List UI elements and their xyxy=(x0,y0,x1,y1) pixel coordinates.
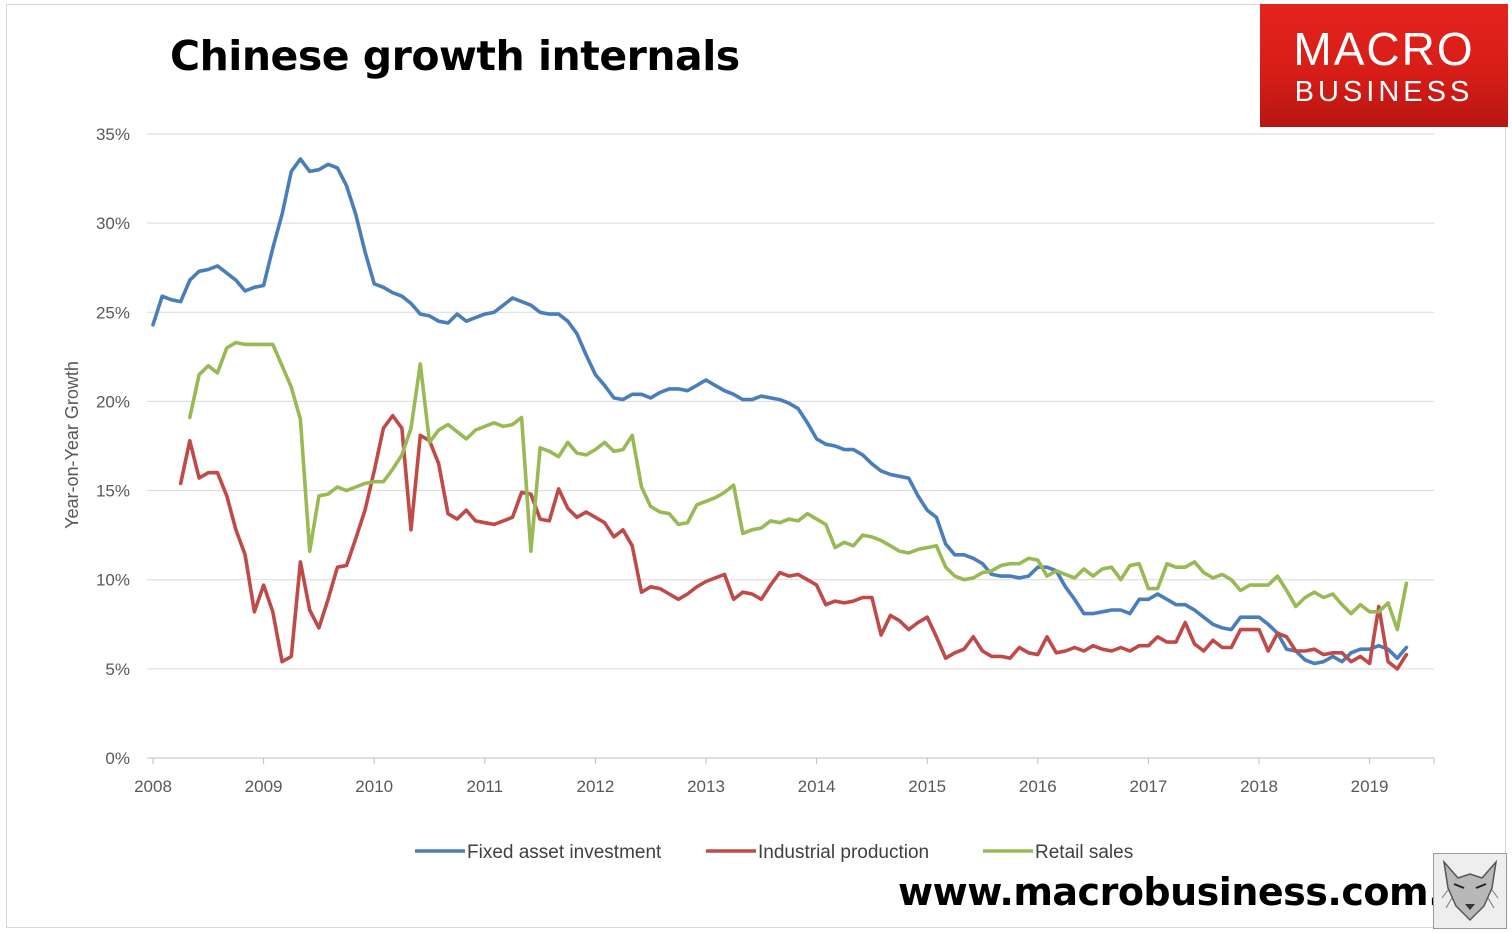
y-tick-label: 0% xyxy=(105,749,130,768)
x-tick-label: 2015 xyxy=(908,777,946,796)
x-tick-label: 2010 xyxy=(355,777,393,796)
series-line-3 xyxy=(188,340,1409,632)
y-axis-ticks: 0% 5% 10% 15% 20% 25% 30% 35% xyxy=(96,125,130,768)
x-tick-label: 2009 xyxy=(245,777,283,796)
series-lines xyxy=(151,157,1409,671)
legend-item: Fixed asset investment xyxy=(415,842,662,863)
y-axis-label: Year-on-Year Growth xyxy=(62,361,82,529)
wolf-logo xyxy=(1433,853,1507,929)
x-tick-label: 2019 xyxy=(1351,777,1389,796)
macrobusiness-logo: MACRO BUSINESS xyxy=(1260,4,1508,127)
y-tick-label: 35% xyxy=(96,125,130,144)
legend-label: Retail sales xyxy=(1035,842,1133,863)
series-line-1 xyxy=(151,157,1409,666)
x-tick-label: 2018 xyxy=(1240,777,1278,796)
chart-frame xyxy=(6,4,1506,928)
legend-label: Industrial production xyxy=(758,842,929,863)
wolf-icon xyxy=(1434,854,1506,928)
series-line-2 xyxy=(178,413,1409,671)
legend-item: Industrial production xyxy=(706,842,929,863)
legend-item: Retail sales xyxy=(983,842,1133,863)
y-tick-label: 5% xyxy=(105,660,130,679)
legend-label: Fixed asset investment xyxy=(467,842,662,863)
website-url: www.macrobusiness.com.au xyxy=(898,870,1494,914)
chart-title: Chinese growth internals xyxy=(170,32,740,80)
y-tick-label: 20% xyxy=(96,392,130,411)
logo-line-business: BUSINESS xyxy=(1294,76,1474,108)
x-tick-label: 2008 xyxy=(134,777,172,796)
x-tick-label: 2016 xyxy=(1019,777,1057,796)
x-tick-label: 2014 xyxy=(798,777,836,796)
y-tick-label: 25% xyxy=(96,303,130,322)
legend: Fixed asset investment Industrial product… xyxy=(415,842,1133,863)
y-tick-label: 10% xyxy=(96,571,130,590)
x-tick-label: 2013 xyxy=(687,777,725,796)
x-tick-label: 2017 xyxy=(1129,777,1167,796)
x-axis-ticks: 2008 2009 2010 2011 2012 2013 2014 2015 2016 2017… xyxy=(134,758,1435,796)
x-tick-label: 2012 xyxy=(576,777,614,796)
x-tick-label: 2011 xyxy=(467,777,504,796)
logo-line-macro: MACRO xyxy=(1293,23,1475,75)
y-tick-label: 30% xyxy=(96,214,130,233)
y-tick-label: 15% xyxy=(96,482,130,501)
gridlines xyxy=(147,133,1434,759)
